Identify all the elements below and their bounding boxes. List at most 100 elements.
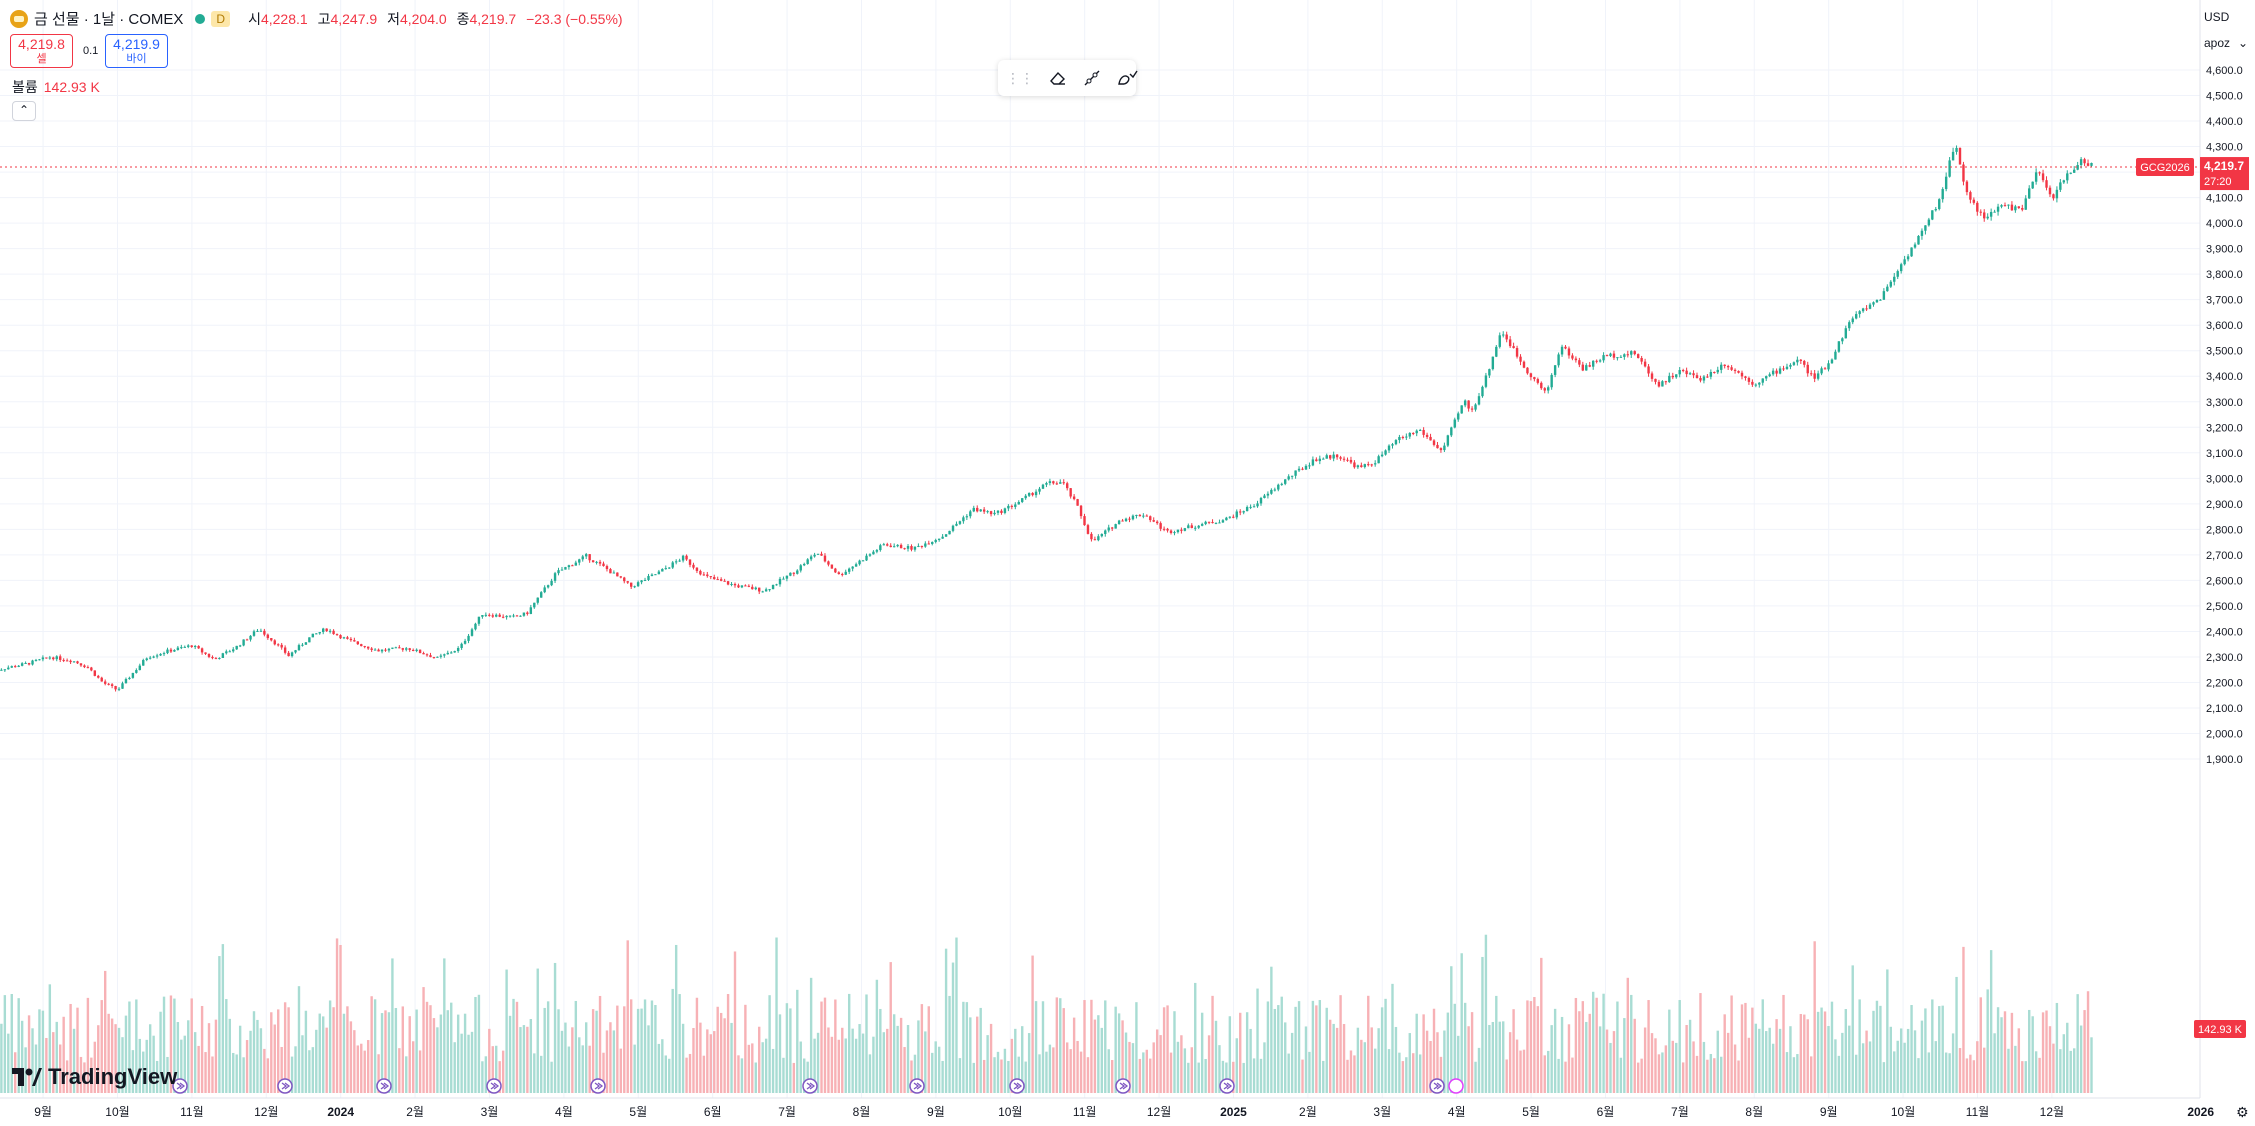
candle-body [761,591,764,593]
candle-body [1311,459,1315,466]
candle [1654,378,1657,385]
volume-bar [1304,1026,1308,1093]
candle [398,645,401,649]
volume-bar [103,970,107,1093]
eraser-icon[interactable] [1048,66,1068,90]
candle-body [1623,354,1626,357]
ohlc-close-value: 4,219.7 [469,10,517,27]
volume-bar [277,1009,280,1093]
volume-bar [463,1013,467,1093]
candle-body [782,578,785,580]
candle-body [1038,488,1041,492]
candle-body [90,667,93,671]
candle-body [792,572,796,574]
candle [1270,488,1273,495]
event-marker-icon[interactable] [277,1078,293,1094]
event-marker-icon[interactable] [1115,1078,1131,1094]
currency-selector[interactable]: USD [2204,10,2230,24]
buy-button[interactable]: 4,219.9 바이 [105,34,168,68]
event-marker-icon[interactable] [1219,1078,1235,1094]
volume-bar [41,1010,45,1093]
volume-bar [308,1050,311,1093]
candle [1232,514,1235,519]
candle-body [1239,511,1242,513]
candle-body [536,597,539,603]
event-marker-icon[interactable] [802,1078,818,1094]
event-marker-icon[interactable] [1009,1078,1025,1094]
candle-body [1481,386,1484,397]
candle-body [616,572,619,577]
candle-body [751,586,754,590]
candle-body [1906,256,1910,260]
candle [1460,405,1463,414]
candle-body [1726,366,1730,368]
volume-bar [2007,1048,2010,1093]
volume-bar [1664,1045,1668,1093]
volume-bar [1318,1000,1322,1093]
brush-icon[interactable] [1116,66,1138,90]
settings-gear-icon[interactable]: ⚙ [2236,1104,2249,1120]
volume-bar [823,997,827,1093]
scale-mode-selector[interactable]: apoz ⌄ [2204,36,2252,50]
candle [1602,352,1605,363]
candle-body [2083,159,2086,164]
event-marker-icon[interactable] [1429,1078,1445,1094]
candle-body [1349,459,1353,463]
volume-bar [346,1006,349,1093]
candle-body [1335,454,1339,458]
candle-body [647,575,650,580]
sell-button[interactable]: 4,219.8 셀 [10,34,73,68]
candle [844,569,847,576]
candle [951,524,955,533]
trend-line-icon[interactable] [1082,66,1102,90]
event-marker-icon[interactable] [486,1078,502,1094]
candle [948,530,951,535]
volume-bar [1598,1026,1602,1093]
volume-bar [363,1050,366,1093]
dividend-marker-icon[interactable] [1448,1078,1464,1094]
candle-body [813,554,816,557]
candle-body [1515,348,1519,357]
candle-body [1962,164,1965,182]
volume-bar [1470,1012,1474,1093]
volume-bar [951,962,955,1093]
candle [342,636,346,640]
volume-bar [59,1044,62,1093]
candle [1761,378,1764,386]
candle [204,652,207,656]
event-marker-icon[interactable] [172,1078,188,1094]
volume-bar [280,1046,283,1093]
collapse-legend-button[interactable]: ⌃ [12,101,36,121]
volume-bar [1983,1047,1986,1093]
candle-body [221,653,225,658]
candle-body [1654,378,1657,382]
volume-bar [1173,1011,1176,1093]
event-marker-icon[interactable] [909,1078,925,1094]
candle [1045,481,1048,488]
volume-bar [2073,1048,2076,1093]
candle [1297,466,1301,472]
volume-bar [10,994,13,1093]
symbol-title[interactable]: 금 선물 · 1날 · COMEX [34,11,184,28]
drag-handle-icon[interactable]: ⋮⋮ [1006,69,1034,86]
y-tick-label: 3,500.0 [2206,346,2243,358]
volume-bar [2031,1016,2034,1093]
candle-body [1138,514,1142,517]
candle-body [2048,187,2052,195]
event-marker-icon[interactable] [376,1078,392,1094]
candle-body [626,581,629,583]
candle-body [1671,375,1674,378]
candle [1079,504,1083,519]
candle-body [564,567,567,570]
candle [41,655,45,662]
volume-bar [699,1022,702,1093]
candle [97,674,100,679]
candle [436,656,439,658]
candle [1720,362,1723,374]
candle-body [1522,361,1526,368]
tradingview-logo[interactable]: TradingView [12,1064,177,1090]
event-marker-icon[interactable] [590,1078,606,1094]
volume-bar [1564,1061,1567,1093]
candle [1841,337,1844,345]
